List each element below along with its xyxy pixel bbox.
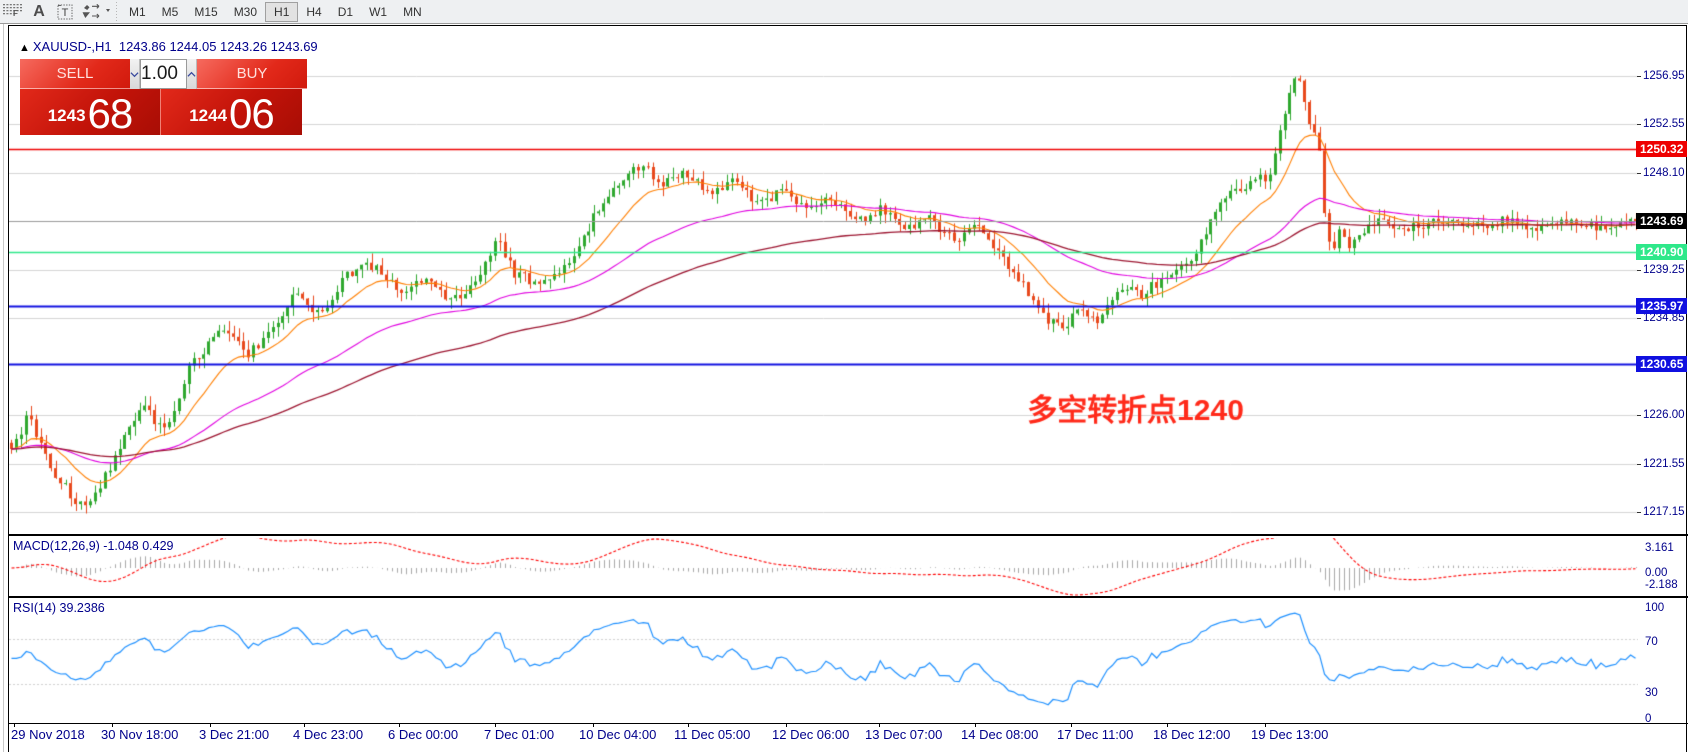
- svg-text:T: T: [62, 7, 69, 19]
